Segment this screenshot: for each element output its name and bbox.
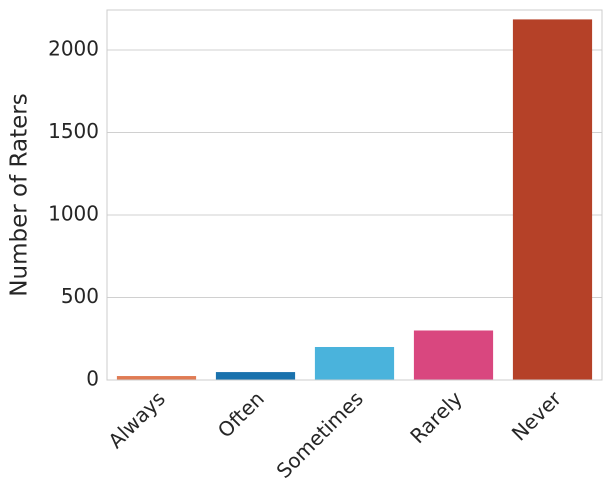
x-tick-label: Rarely [405,386,467,448]
bar [413,330,494,380]
y-tick-label: 2000 [48,36,99,60]
bar [215,372,296,380]
x-tick-label: Sometimes [272,386,368,482]
y-axis-label: Number of Raters [7,93,33,296]
bar [512,19,593,381]
y-tick-label: 500 [61,284,99,308]
x-tick-label: Never [507,386,567,446]
bar [116,376,197,380]
bar [314,346,395,380]
x-tick-label: Always [103,386,170,453]
y-tick-label: 1000 [48,201,99,225]
plot-frame [106,9,603,381]
x-tick-label: Often [213,386,269,442]
y-tick-label: 0 [86,367,99,391]
y-tick-label: 1500 [48,119,99,143]
